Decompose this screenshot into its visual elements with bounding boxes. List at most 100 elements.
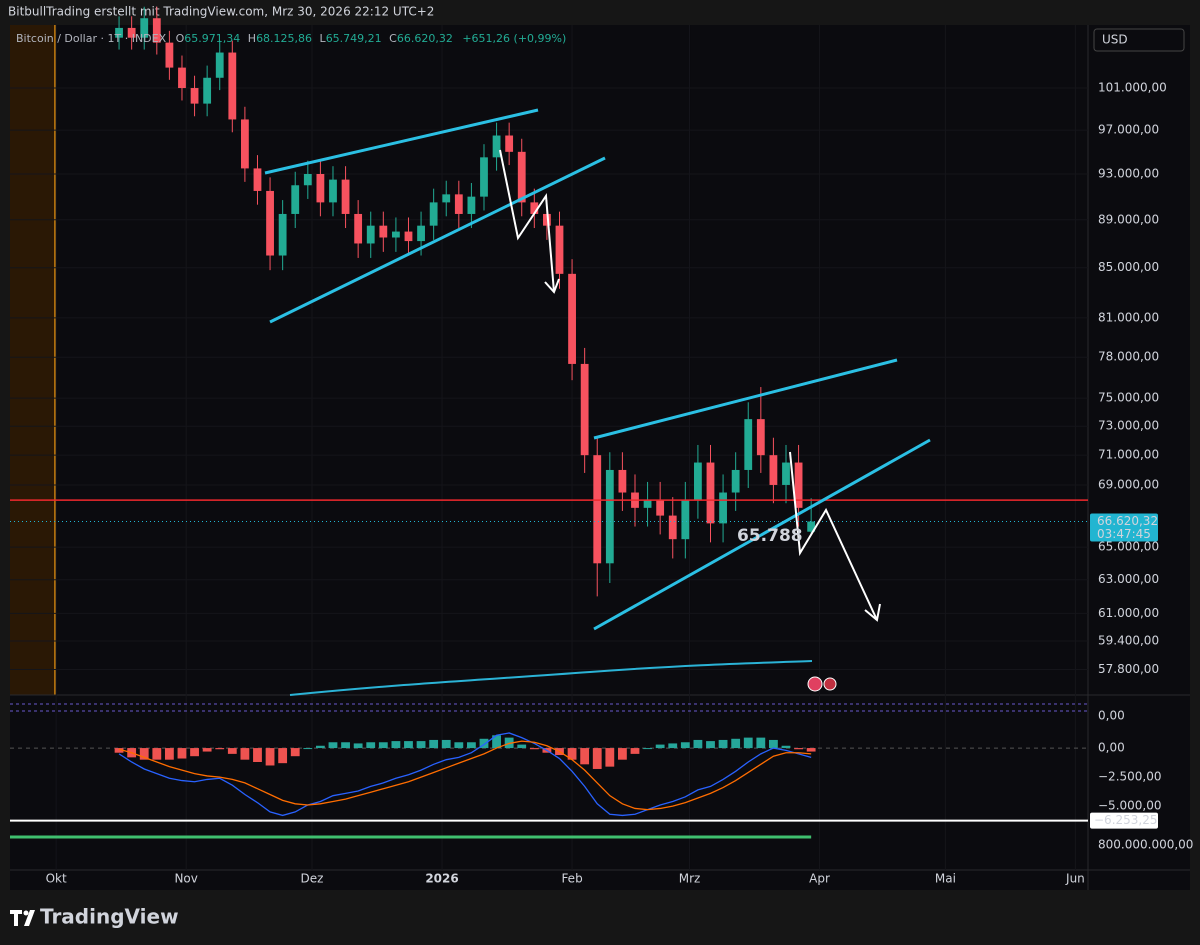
- histogram-bar: [454, 742, 464, 749]
- x-tick-label: 2026: [425, 872, 458, 886]
- event-icon[interactable]: [807, 676, 823, 692]
- candle-body: [341, 179, 350, 214]
- indicator-line: [118, 732, 812, 817]
- histogram-bar: [290, 748, 300, 757]
- x-tick-label: Dez: [301, 872, 324, 886]
- histogram-bar: [769, 739, 778, 749]
- candle-body: [291, 185, 300, 214]
- candle-body: [266, 190, 274, 256]
- candle-body: [203, 77, 212, 104]
- y-tick-label: 65.000,00: [1098, 540, 1159, 554]
- histogram-bar: [441, 739, 451, 749]
- candle-body: [316, 173, 325, 203]
- histogram-bar: [794, 748, 803, 750]
- histogram-bar: [693, 739, 703, 749]
- histogram-bar: [315, 745, 325, 749]
- candle-body: [593, 455, 602, 564]
- histogram-bar: [517, 744, 527, 749]
- candle-body: [480, 157, 488, 197]
- histogram-bar: [404, 741, 413, 749]
- histogram-bar: [366, 742, 376, 749]
- y-tick-label: 93.000,00: [1098, 166, 1159, 180]
- candle-body: [165, 42, 174, 68]
- y-tick-label: 75.000,00: [1098, 391, 1159, 405]
- histogram-bar: [580, 748, 590, 765]
- candle-body: [417, 225, 425, 242]
- currency-box[interactable]: [1093, 28, 1185, 52]
- last-price-box: [1090, 513, 1158, 542]
- trendline: [269, 156, 606, 324]
- y-tick-label: 78.000,00: [1098, 350, 1159, 364]
- x-tick-label: Feb: [561, 872, 582, 886]
- plot-area: [10, 25, 1088, 890]
- histogram-bar: [466, 742, 476, 749]
- candle-body: [253, 168, 262, 191]
- candle-body: [605, 469, 614, 564]
- histogram-bar: [731, 738, 741, 749]
- histogram-bar: [492, 735, 501, 749]
- candle-body: [366, 225, 375, 244]
- candle-body: [127, 27, 136, 38]
- level-box: [1090, 812, 1158, 829]
- candle-body: [782, 462, 790, 485]
- candle-body: [756, 419, 765, 456]
- candle-body: [618, 469, 627, 493]
- event-icon[interactable]: [823, 677, 837, 691]
- ohlc-value: 68.125,86: [256, 32, 312, 45]
- indicator-line: [118, 740, 812, 811]
- arrow-path: [789, 451, 878, 621]
- histogram-bar: [353, 743, 363, 749]
- histogram-bar: [139, 748, 149, 760]
- trendline: [593, 438, 931, 631]
- y-tick-label: 85.000,00: [1098, 260, 1159, 274]
- candle-body: [568, 273, 576, 364]
- candle-body: [580, 363, 589, 456]
- ohlc-key: L: [320, 32, 327, 45]
- histogram-bar: [706, 741, 715, 749]
- y-tick-label: 89.000,00: [1098, 212, 1159, 226]
- level-label: −6.253,25: [1094, 813, 1158, 827]
- histogram-bar: [202, 748, 212, 752]
- candle-body: [215, 52, 224, 78]
- annotation: 65.788: [737, 526, 803, 546]
- candle-body: [794, 462, 803, 508]
- candle-body: [303, 173, 312, 186]
- axis-label: 0,00: [1098, 709, 1125, 723]
- y-tick-label: 59.400,00: [1098, 634, 1159, 648]
- candle-body: [505, 135, 514, 152]
- histogram-bar: [756, 737, 766, 749]
- candle-body: [391, 231, 400, 238]
- histogram-bar: [391, 741, 401, 749]
- trendline: [593, 358, 898, 440]
- candle-body: [240, 119, 249, 169]
- candle-body: [744, 419, 753, 470]
- y-tick-label: 57.800,00: [1098, 662, 1159, 676]
- histogram-bar: [177, 748, 187, 759]
- y-tick-label: −2.500,00: [1098, 770, 1162, 784]
- x-tick-label: Okt: [46, 872, 67, 886]
- candle-body: [152, 18, 161, 43]
- histogram-bar: [718, 739, 728, 749]
- candle-body: [454, 194, 463, 214]
- candle-body: [429, 202, 438, 226]
- y-tick-label: 69.000,00: [1098, 477, 1159, 491]
- histogram-bar: [592, 748, 602, 769]
- candle-body: [228, 52, 237, 120]
- candle-body: [530, 202, 539, 214]
- candle-body: [656, 500, 665, 516]
- ohlc-value: 66.620,32: [397, 32, 453, 45]
- x-tick-label: Mrz: [679, 872, 701, 886]
- x-tick-label: Mai: [935, 872, 956, 886]
- brand: TradingView: [40, 905, 179, 929]
- logo-dot: [23, 910, 29, 916]
- histogram-bar: [655, 744, 665, 749]
- x-tick-label: Jun: [1065, 872, 1085, 886]
- ohlc-key: O: [176, 32, 185, 45]
- candle-body: [278, 213, 287, 256]
- currency: USD: [1102, 33, 1128, 47]
- candle-body: [543, 213, 551, 226]
- candle-body: [329, 179, 337, 203]
- logo-mark: [10, 910, 35, 926]
- histogram-bar: [240, 748, 250, 760]
